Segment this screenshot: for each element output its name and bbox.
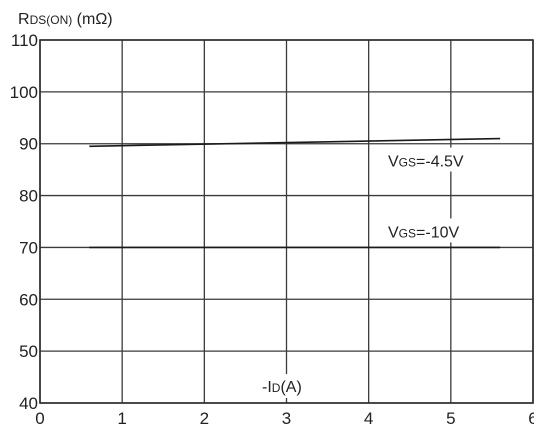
series-label-1: VGS=-10V [388,224,459,241]
x-tick-label: 1 [117,409,126,428]
x-tick-label: 0 [35,409,44,428]
series-line-0 [89,137,501,148]
y-tick-label: 100 [10,83,38,102]
x-tick-label: 6 [528,409,534,428]
y-tick-label: 40 [19,394,38,413]
plot-frame [39,39,534,404]
y-tick-labels: 40 50 60 70 80 90 100 110 [10,31,38,413]
y-tick-label: 110 [11,31,38,50]
x-tick-labels: 0 1 2 3 4 5 6 [35,409,534,428]
series-label-bg [384,147,492,172]
y-tick-label: 50 [19,342,38,361]
y-tick-label: 60 [19,290,38,309]
series-label-0: VGS=-4.5V [388,154,464,171]
y-tick-label: 80 [19,187,38,206]
series-label-bg [384,218,492,243]
x-tick-label: 3 [282,409,291,428]
x-axis-title-bg [257,374,321,398]
x-axis-title: -ID(A) [262,379,302,396]
x-tick-label: 2 [200,409,209,428]
series-labels: VGS=-4.5V VGS=-10V [384,147,492,243]
y-tick-label: 70 [19,238,38,257]
x-tick-label: 5 [446,409,455,428]
y-tick-label: 90 [19,135,38,154]
series-group [89,137,501,249]
x-tick-label: 4 [364,409,373,428]
y-axis-title: RDS(ON) (mΩ) [18,11,113,28]
